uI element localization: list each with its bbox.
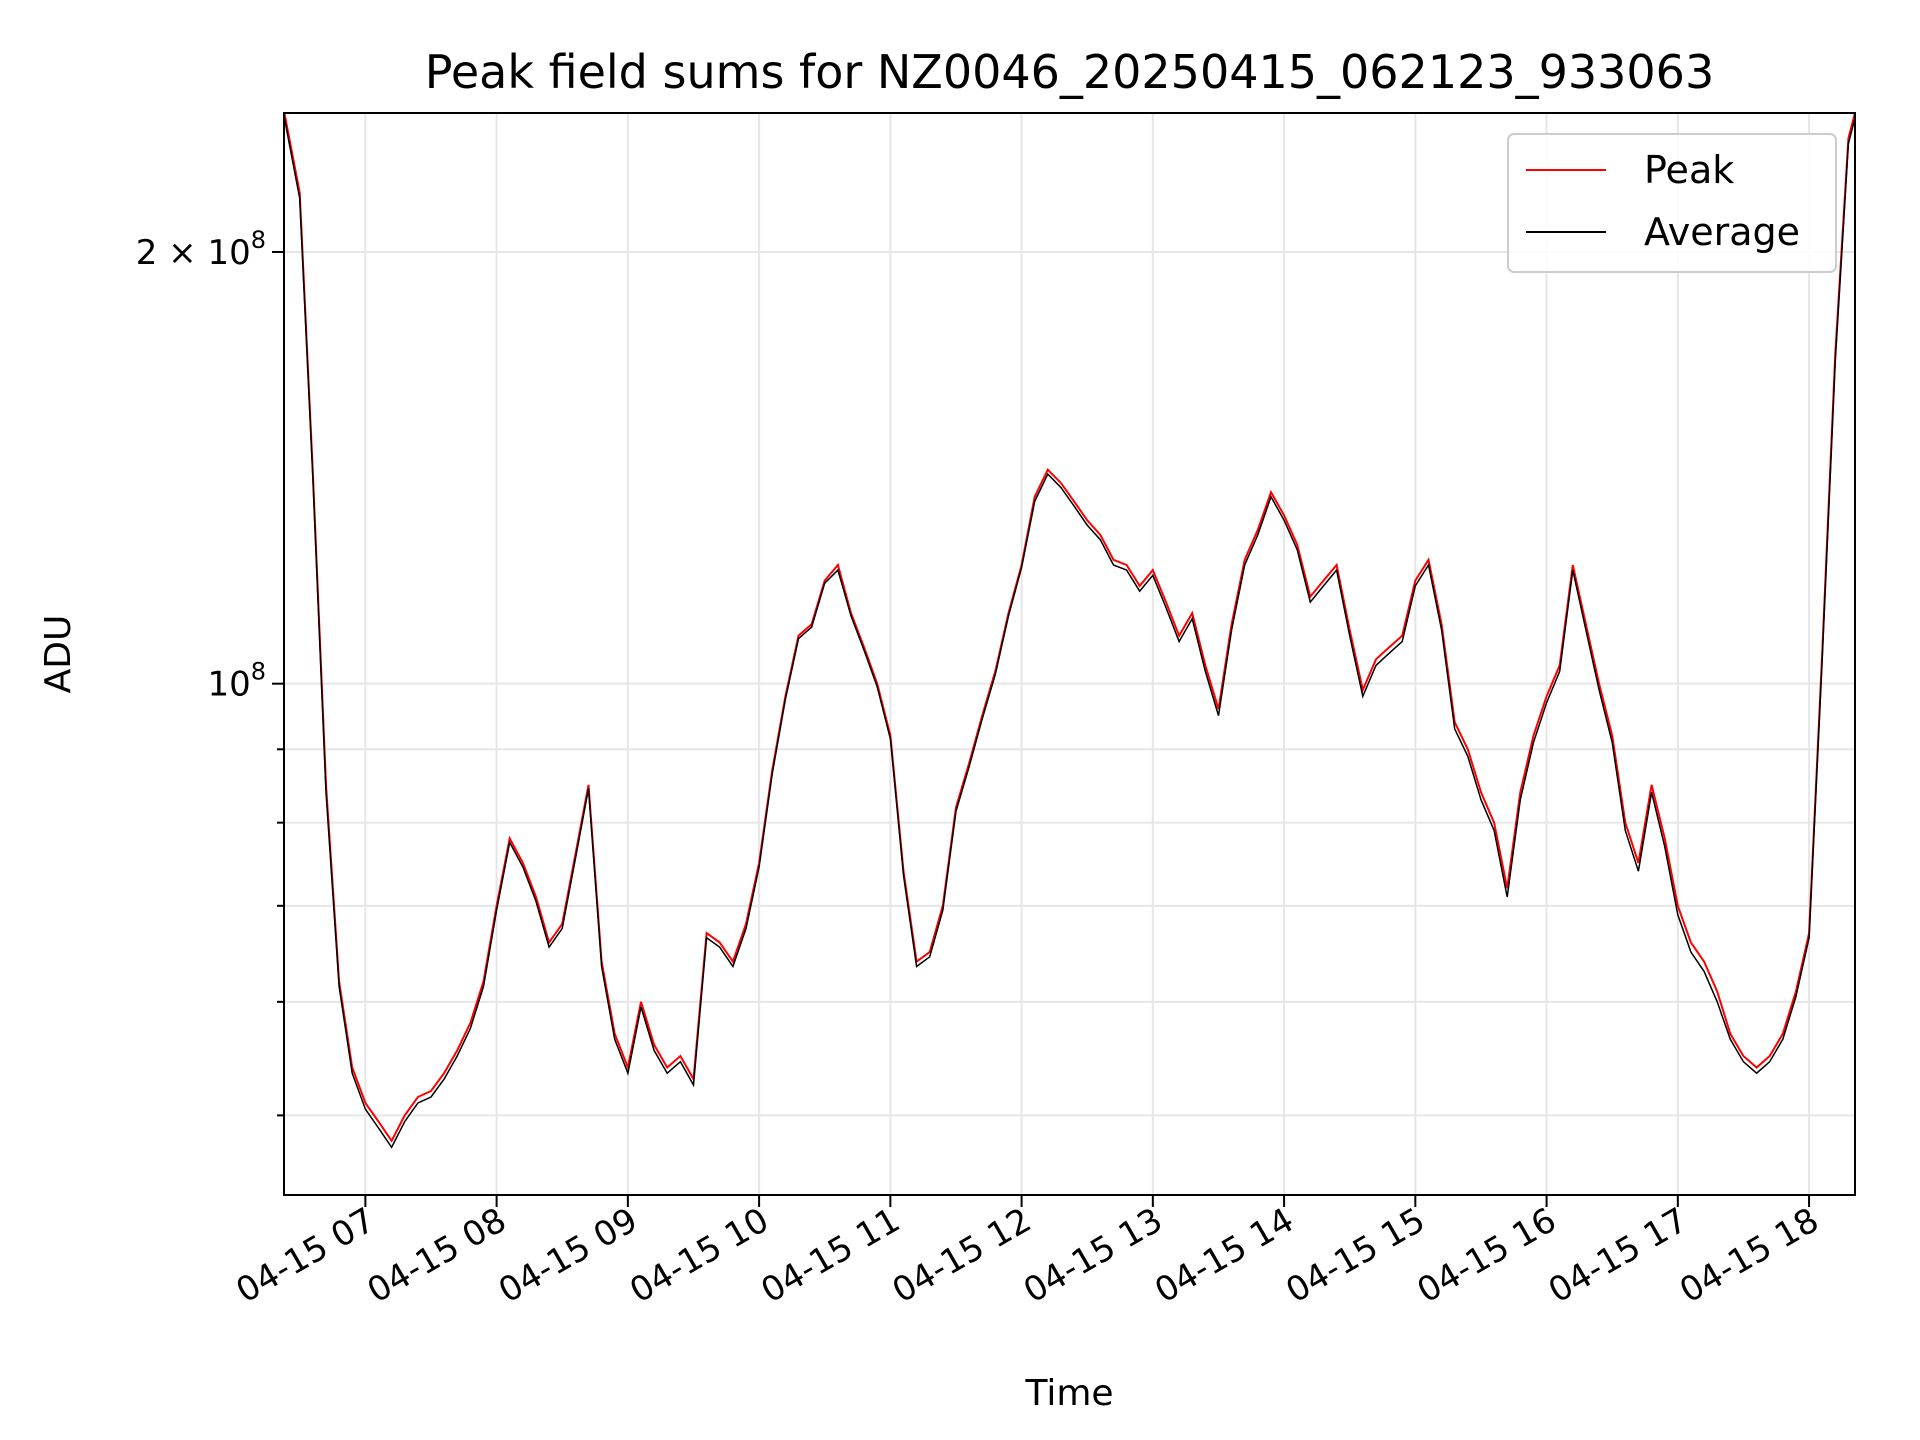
- y-tick-base: 10: [207, 665, 250, 705]
- legend-label-average: Average: [1644, 210, 1800, 254]
- y-tick-label: 108: [207, 658, 266, 705]
- series-line-peak: [284, 113, 1855, 1143]
- y-tick-base: 2 × 10: [136, 233, 251, 273]
- legend-box: [1507, 133, 1837, 273]
- chart-title: Peak field sums for NZ0046_20250415_0621…: [425, 45, 1714, 99]
- legend-label-peak: Peak: [1644, 148, 1734, 192]
- plot-frame: [283, 112, 1856, 1196]
- y-tick-exponent: 8: [251, 658, 266, 686]
- y-tick-label: 2 × 108: [136, 226, 266, 273]
- series-line-average: [284, 117, 1855, 1149]
- x-axis-label: Time: [1024, 1373, 1113, 1414]
- legend: Peak Average: [1507, 133, 1837, 273]
- y-axis-label: ADU: [38, 615, 79, 694]
- series-layer: [284, 113, 1855, 1149]
- y-tick-exponent: 8: [251, 226, 266, 254]
